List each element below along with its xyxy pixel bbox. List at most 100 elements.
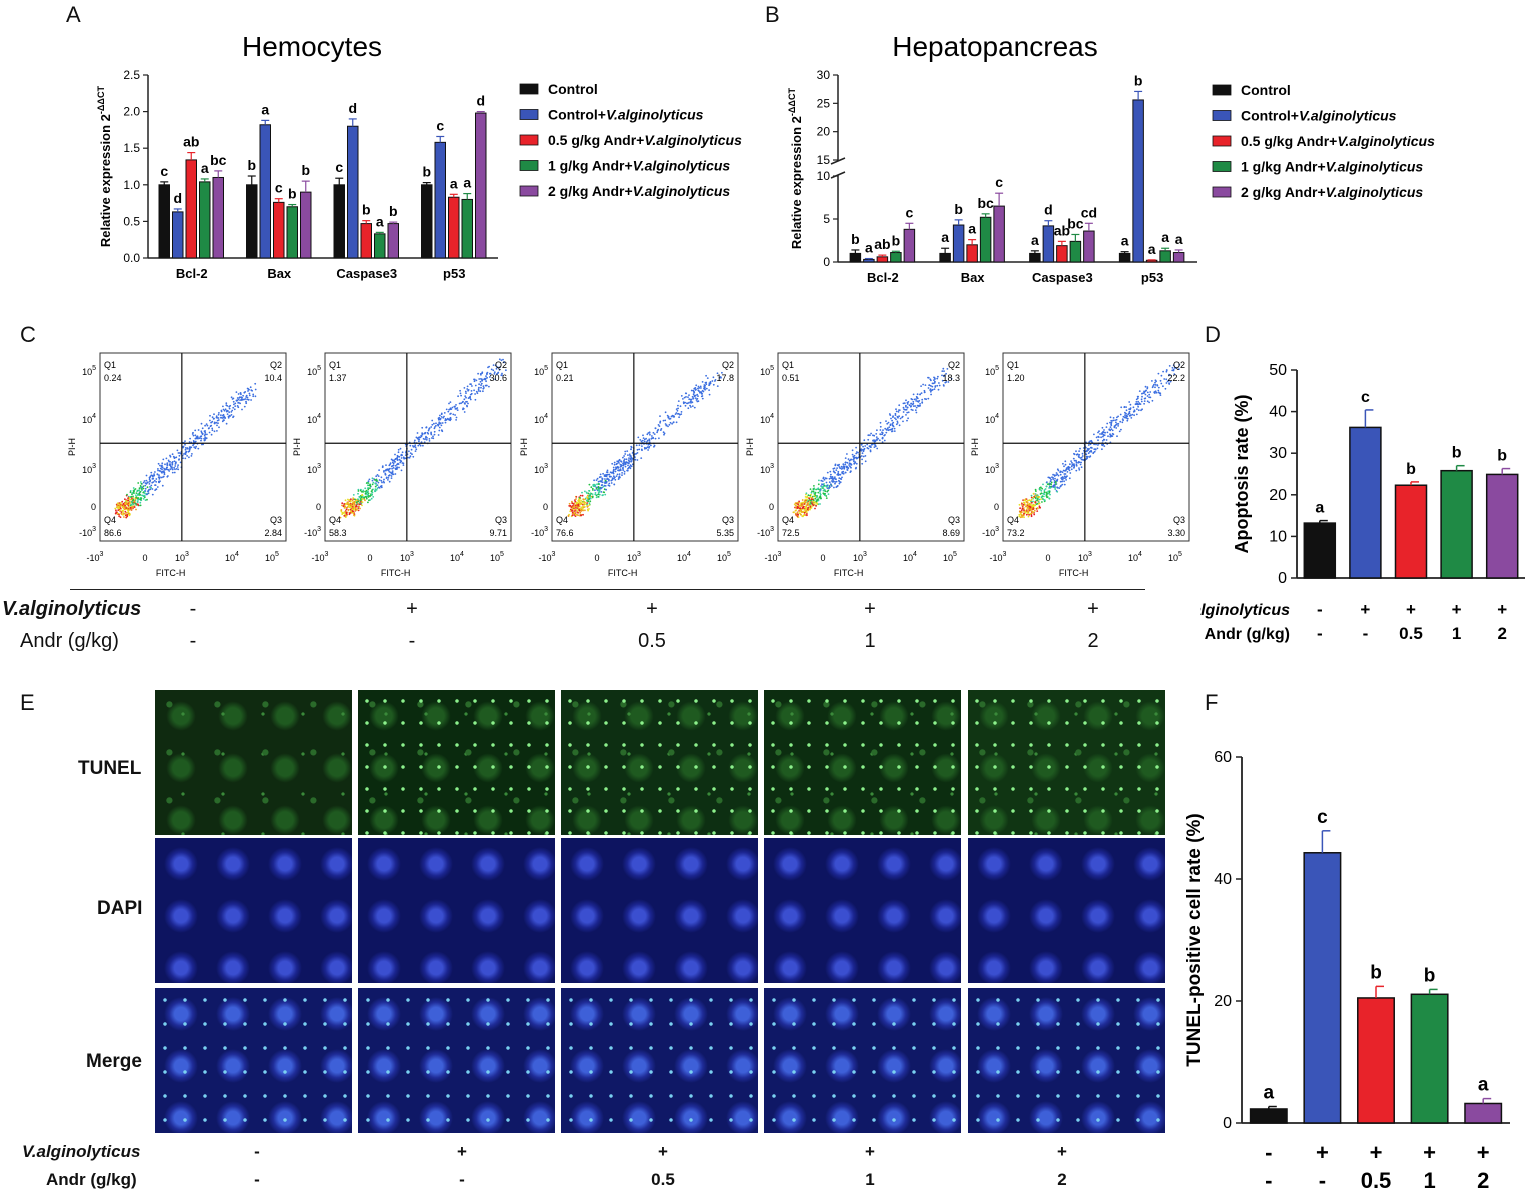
event-dot <box>899 417 902 420</box>
event-dot <box>215 415 218 418</box>
event-dot <box>1135 413 1138 416</box>
event-dot <box>225 402 228 405</box>
x-tick-label: 103 <box>853 551 867 563</box>
event-dot <box>613 461 616 464</box>
x-axis-label: FITC-H <box>381 568 411 578</box>
event-dot <box>226 413 229 415</box>
event-dot <box>795 509 798 511</box>
legend-swatch <box>1212 84 1232 96</box>
significance-letter: a <box>1031 232 1039 248</box>
event-dot <box>1018 515 1021 518</box>
event-dot <box>1025 505 1027 508</box>
event-dot <box>607 484 610 487</box>
event-dot <box>135 494 137 497</box>
event-dot <box>652 431 655 434</box>
event-dot <box>873 446 876 448</box>
event-dot <box>204 431 207 434</box>
event-dot <box>870 443 873 446</box>
event-dot <box>1149 391 1152 393</box>
event-dot <box>700 387 702 389</box>
event-dot <box>210 424 213 427</box>
event-dot <box>364 487 367 490</box>
event-dot <box>577 507 580 509</box>
event-dot <box>1154 384 1157 386</box>
event-dot <box>898 404 901 407</box>
event-dot <box>455 419 457 421</box>
event-dot <box>685 392 688 395</box>
event-dot <box>881 433 884 436</box>
event-dot <box>600 491 603 493</box>
x-tick-label: 103 <box>175 551 189 563</box>
event-dot <box>194 447 197 450</box>
event-dot <box>579 507 582 510</box>
significance-letter: c <box>275 180 283 196</box>
y-tick-label: 0.0 <box>123 251 140 265</box>
x-tick-label: 0 <box>820 553 825 563</box>
legend-entry: Control <box>548 81 598 97</box>
event-dot <box>414 450 417 452</box>
event-dot <box>809 496 812 499</box>
event-dot <box>205 423 208 425</box>
event-dot <box>574 515 577 517</box>
event-dot <box>829 470 832 473</box>
event-dot <box>1045 491 1048 494</box>
event-dot <box>902 406 905 409</box>
event-dot <box>1063 483 1066 486</box>
event-dot <box>349 510 352 513</box>
andr-dose: - <box>189 630 197 652</box>
event-dot <box>1164 387 1167 390</box>
event-dot <box>374 479 377 481</box>
event-dot <box>361 497 364 500</box>
event-dot <box>1023 499 1026 502</box>
event-dot <box>254 388 257 391</box>
valg-sign: + <box>1360 600 1370 619</box>
significance-letter: cd <box>1081 204 1097 220</box>
event-dot <box>200 431 203 434</box>
event-dot <box>659 429 662 431</box>
event-dot <box>463 398 466 401</box>
event-dot <box>466 385 469 388</box>
bar <box>1249 1108 1288 1124</box>
event-dot <box>399 447 402 450</box>
event-dot <box>638 444 641 446</box>
event-dot <box>457 395 459 398</box>
event-dot <box>897 411 900 413</box>
event-dot <box>811 490 813 493</box>
event-dot <box>173 471 176 474</box>
x-tick-label: 105 <box>943 551 957 563</box>
event-dot <box>919 393 922 396</box>
event-dot <box>139 490 142 493</box>
event-dot <box>656 429 659 432</box>
y-tick-label: 40 <box>1269 404 1287 421</box>
event-dot <box>411 453 413 456</box>
event-dot <box>431 437 433 439</box>
event-dot <box>1034 501 1037 504</box>
event-dot <box>571 514 574 517</box>
event-dot <box>1136 397 1139 400</box>
event-dot <box>824 477 827 479</box>
event-dot <box>615 475 618 477</box>
y-tick-label: 0 <box>769 502 774 512</box>
event-dot <box>150 486 153 489</box>
event-dot <box>817 487 820 490</box>
event-dot <box>125 516 128 519</box>
event-dot <box>357 500 360 503</box>
event-dot <box>132 487 135 489</box>
event-dot <box>913 398 916 401</box>
event-dot <box>588 502 591 504</box>
micrograph-dapi-2 <box>358 838 555 983</box>
event-dot <box>892 424 894 427</box>
event-dot <box>132 492 135 494</box>
event-dot <box>128 497 131 499</box>
event-dot <box>202 443 205 446</box>
event-dot <box>910 402 913 405</box>
event-dot <box>1081 452 1084 455</box>
event-dot <box>1018 513 1021 516</box>
event-dot <box>460 394 462 397</box>
event-dot <box>596 486 598 489</box>
event-dot <box>1087 455 1089 458</box>
event-dot <box>449 401 452 403</box>
event-dot <box>407 456 409 459</box>
event-dot <box>1135 401 1138 403</box>
event-dot <box>398 458 401 461</box>
